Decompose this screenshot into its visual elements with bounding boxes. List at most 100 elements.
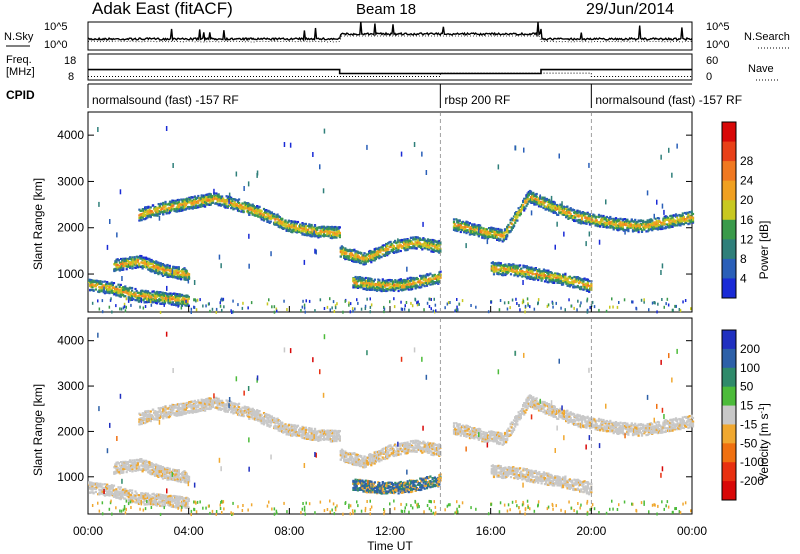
power-cell [397,287,400,290]
power-cell [481,235,484,238]
power-cell [294,227,297,230]
power-cell [425,239,428,242]
power-cell [299,223,302,226]
power-cell [262,207,266,211]
power-cell [591,219,594,222]
power-cell [214,194,217,198]
power-cell [574,219,577,223]
power-cell [386,254,389,257]
power-cell [185,207,189,210]
power-cell [383,247,386,251]
power-cell [242,210,245,213]
power-cell [187,304,190,307]
power-cell [630,224,633,227]
power-cell [418,242,422,245]
power-cell [553,281,556,284]
power-cell [563,279,566,282]
power-cell [111,283,114,286]
power-cell [571,280,574,283]
power-cell [348,258,351,261]
power-cell [617,225,620,228]
power-cell [646,230,649,233]
power-speckle [202,304,204,308]
power-cell [358,261,362,265]
power-cell [178,206,181,209]
power-cell [562,283,565,286]
power-cell [503,267,506,270]
power-cell [407,283,410,286]
power-cell [629,222,632,226]
power-cell [117,259,120,262]
power-cell [95,283,99,286]
power-cell [169,301,172,304]
power-cell [304,231,307,234]
power-cell [179,295,182,298]
power-cell [114,288,117,291]
power-cell [114,293,117,296]
power-speckle [605,309,608,313]
power-cell [394,247,397,250]
power-cell [571,208,574,211]
power-cell [151,268,154,271]
power-cell [521,275,524,278]
power-cell [190,199,193,202]
power-cell [452,218,456,221]
power-cell [167,274,170,277]
power-speckle [98,307,101,311]
power-cell [281,217,284,220]
power-speckle [219,304,222,308]
power-cell [151,213,155,216]
power-cell [122,261,125,264]
power-cell [484,228,487,231]
power-cell [120,291,123,294]
power-cell [381,245,384,249]
power-cell [265,211,268,214]
power-cell [685,221,688,225]
power-cell [287,226,290,229]
power-cell [428,248,431,251]
power-cell [659,220,662,223]
power-cell [92,280,95,283]
power-speckle [336,302,338,306]
power-cell [322,235,326,238]
power-cell [139,257,142,260]
power-cell [193,200,196,203]
power-cell [471,230,474,233]
power-cell [459,223,462,227]
power-cell [300,227,303,230]
power-cell [197,206,200,209]
power-cell [583,277,586,280]
power-cell [158,298,161,301]
power-cell [393,287,396,290]
power-cell [569,208,572,211]
power-cell [216,203,219,206]
power-cell [404,281,407,284]
power-cell [171,205,174,208]
power-cell [529,190,533,193]
power-cell [112,282,116,285]
power-cell [371,251,374,254]
power-cell [365,281,368,284]
power-cell [691,216,695,219]
power-cell [642,219,645,222]
power-cell [506,229,509,232]
power-cell [176,298,179,302]
power-cell [183,302,186,305]
power-cell [352,284,355,287]
power-speckle [304,310,306,314]
power-cell [418,239,422,242]
power-cell [648,219,651,222]
power-cell [252,207,255,210]
power-cell [365,288,368,291]
power-cell [585,285,588,288]
power-cell [208,192,211,195]
power-cell [186,294,189,297]
power-cell [621,227,624,230]
power-cell [492,266,496,269]
power-cell [115,291,118,294]
power-cell [357,255,360,258]
power-cell [425,242,428,245]
power-cell [415,241,418,245]
power-cell [634,222,637,225]
power-cell [668,225,671,228]
